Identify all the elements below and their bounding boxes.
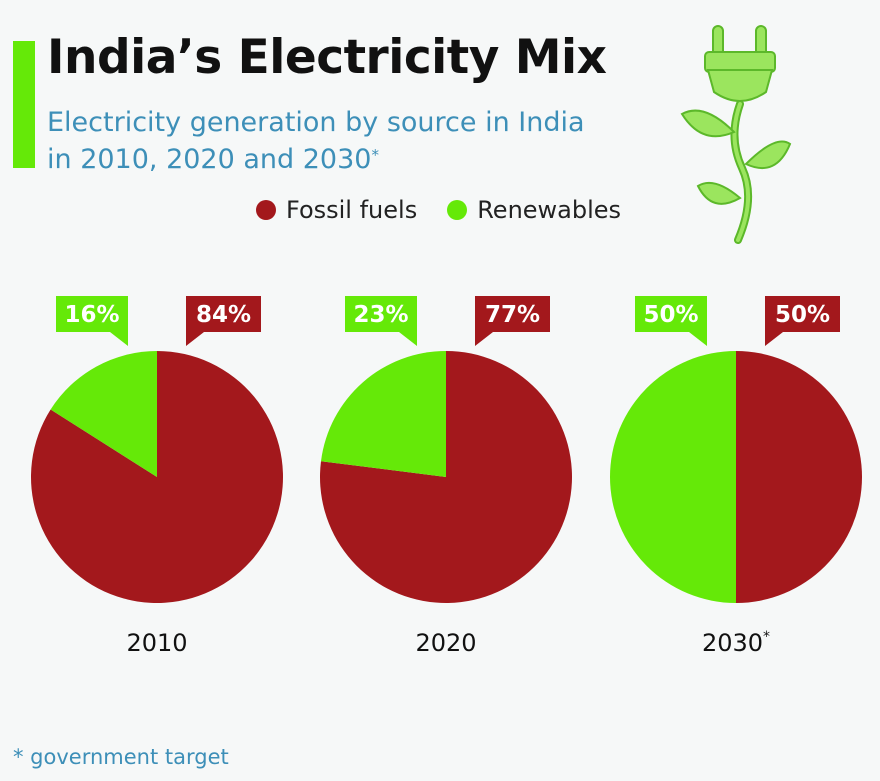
data-label-fossil-2010-pointer	[186, 332, 204, 346]
data-label-renewables-2030-pointer	[689, 332, 707, 346]
pie-slice-renewables-2010	[50, 351, 157, 477]
page-title: India’s Electricity Mix	[47, 30, 607, 85]
data-label-fossil-2030: 50%	[765, 296, 840, 346]
legend-swatch-fossil	[256, 200, 276, 220]
data-label-fossil-2020: 77%	[475, 296, 550, 346]
subtitle-line-1: Electricity generation by source in Indi…	[47, 107, 585, 138]
data-label-fossil-2010: 84%	[186, 296, 261, 346]
data-label-renewables-2030-box	[635, 296, 707, 332]
data-label-renewables-2030: 50%	[635, 296, 707, 346]
pie-slice-fossil-2020	[320, 351, 572, 604]
data-label-renewables-2020: 23%	[345, 296, 417, 346]
subtitle-line-2: in 2010, 2020 and 2030	[47, 144, 372, 175]
subtitle-asterisk: *	[371, 146, 379, 164]
legend-item-fossil-fuels: Fossil fuels	[256, 196, 417, 224]
data-label-fossil-2020-text: 77%	[485, 302, 540, 328]
data-label-renewables-2020-box	[345, 296, 417, 332]
footnote: * government target	[13, 745, 229, 769]
year-label-2030: 2030*	[702, 629, 770, 657]
pie-slice-renewables-2030	[610, 351, 736, 603]
legend-item-renewables: Renewables	[447, 196, 621, 224]
data-label-renewables-2010-pointer	[110, 332, 128, 346]
legend-swatch-renewables	[447, 200, 468, 220]
plug-plant-icon	[680, 25, 792, 244]
data-label-fossil-2030-box	[765, 296, 840, 332]
accent-bar	[13, 41, 35, 168]
data-label-fossil-2020-pointer	[475, 332, 493, 346]
data-label-fossil-2010-box	[186, 296, 261, 332]
pie-slice-renewables-2020	[320, 350, 446, 477]
year-asterisk-2030: *	[763, 629, 770, 645]
pie-slice-fossil-2010	[30, 351, 283, 603]
data-label-renewables-2010-text: 16%	[64, 302, 119, 328]
year-label-2010: 2010	[126, 629, 187, 657]
data-label-renewables-2010: 16%	[56, 296, 128, 346]
data-label-renewables-2020-text: 23%	[353, 302, 408, 328]
pie-charts: 16% 84% 2010 23% 77% 2020 50% 50% 2030*	[30, 296, 862, 657]
page-subtitle: Electricity generation by source in Indi…	[47, 104, 647, 178]
year-label-2020: 2020	[415, 629, 476, 657]
data-label-fossil-2020-box	[475, 296, 550, 332]
data-label-fossil-2030-pointer	[765, 332, 783, 346]
legend-label-renewables: Renewables	[477, 196, 622, 224]
pie-slice-fossil-2030	[736, 351, 862, 603]
data-label-renewables-2030-text: 50%	[643, 302, 698, 328]
data-label-fossil-2010-text: 84%	[196, 302, 251, 328]
legend-label-fossil: Fossil fuels	[286, 196, 418, 224]
data-label-fossil-2030-text: 50%	[775, 302, 830, 328]
legend: Fossil fuels Renewables	[256, 196, 651, 224]
data-label-renewables-2010-box	[56, 296, 128, 332]
data-label-renewables-2020-pointer	[399, 332, 417, 346]
